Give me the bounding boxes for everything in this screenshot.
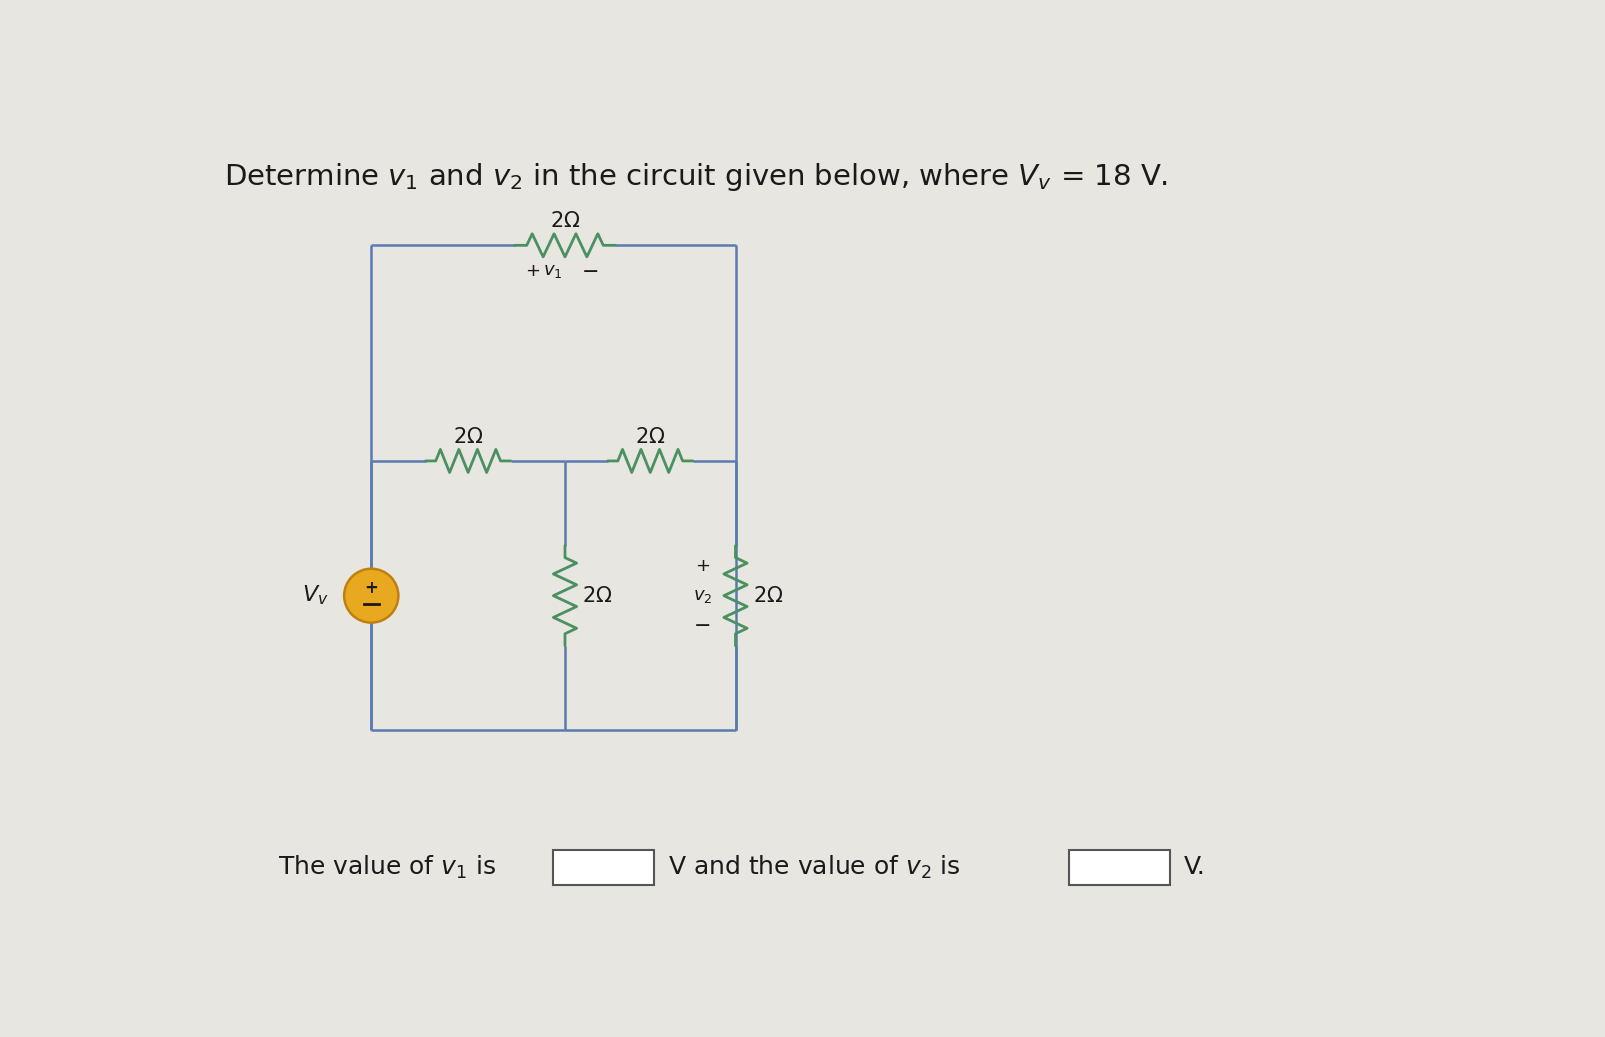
Text: 2$\Omega$: 2$\Omega$ [453, 427, 483, 447]
Text: 2$\Omega$: 2$\Omega$ [549, 212, 579, 231]
Text: +: + [525, 262, 539, 280]
Text: V.: V. [1183, 856, 1205, 879]
FancyBboxPatch shape [554, 850, 653, 885]
Text: −: − [693, 616, 711, 637]
Circle shape [343, 568, 398, 622]
Text: Determine $v_1$ and $v_2$ in the circuit given below, where $V_v$ = 18 V.: Determine $v_1$ and $v_2$ in the circuit… [223, 161, 1167, 193]
Text: V and the value of $v_2$ is: V and the value of $v_2$ is [668, 853, 960, 881]
Text: 2$\Omega$: 2$\Omega$ [581, 586, 612, 606]
Text: $v_2$: $v_2$ [693, 587, 713, 605]
Text: −: − [581, 262, 599, 282]
Text: 2$\Omega$: 2$\Omega$ [634, 427, 664, 447]
Text: $v_1$: $v_1$ [542, 262, 562, 280]
FancyBboxPatch shape [1067, 850, 1168, 885]
Text: The value of $v_1$ is: The value of $v_1$ is [278, 853, 496, 881]
Text: $V_v$: $V_v$ [302, 584, 329, 608]
Text: 2$\Omega$: 2$\Omega$ [753, 586, 783, 606]
Text: +: + [695, 558, 709, 576]
Text: +: + [364, 579, 377, 597]
